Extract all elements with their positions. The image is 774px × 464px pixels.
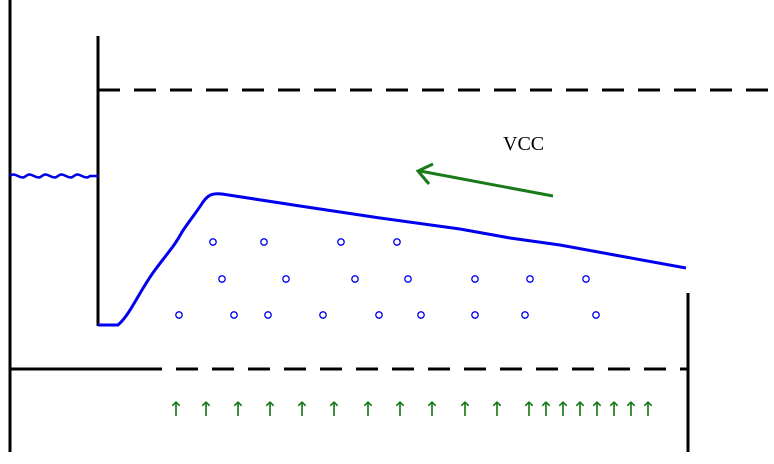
bubble-icon: [264, 311, 272, 319]
bubble-icon: [471, 311, 479, 319]
up-arrow-icon: ↑: [538, 397, 555, 421]
up-arrow-icon: ↑: [424, 397, 441, 421]
up-arrow-icon: ↑: [198, 397, 215, 421]
up-arrow-icon: ↑: [230, 397, 247, 421]
up-arrow-icon: ↑: [623, 397, 640, 421]
bubble-icon: [351, 275, 359, 283]
bubble-icon: [175, 311, 183, 319]
bubble-icon: [209, 238, 217, 246]
bubble-icon: [526, 275, 534, 283]
bubble-icon: [375, 311, 383, 319]
bubble-icon: [404, 275, 412, 283]
bubble-icon: [337, 238, 345, 246]
up-arrow-icon: ↑: [555, 397, 572, 421]
up-arrow-icon: ↑: [606, 397, 623, 421]
bubble-group: [175, 238, 600, 319]
up-arrow-icon: ↑: [326, 397, 343, 421]
up-arrow-icon: ↑: [521, 397, 538, 421]
vcc-label: VCC: [503, 133, 544, 155]
bubble-icon: [319, 311, 327, 319]
up-arrow-icon: ↑: [640, 397, 657, 421]
water-surface-wave-icon: [9, 173, 98, 179]
bubble-icon: [582, 275, 590, 283]
profile-curve: [98, 192, 687, 327]
upward-arrows-row: ↑ ↑ ↑ ↑ ↑ ↑ ↑ ↑ ↑ ↑ ↑ ↑ ↑ ↑ ↑ ↑ ↑ ↑ ↑: [168, 397, 657, 421]
up-arrow-icon: ↑: [168, 397, 185, 421]
left-arrow-icon: [415, 162, 554, 198]
bubble-icon: [471, 275, 479, 283]
bubble-icon: [393, 238, 401, 246]
up-arrow-icon: ↑: [262, 397, 279, 421]
bubble-icon: [521, 311, 529, 319]
up-arrow-icon: ↑: [589, 397, 606, 421]
bubble-icon: [417, 311, 425, 319]
up-arrow-icon: ↑: [294, 397, 311, 421]
bubble-icon: [218, 275, 226, 283]
up-arrow-icon: ↑: [489, 397, 506, 421]
bubble-icon: [230, 311, 238, 319]
up-arrow-icon: ↑: [392, 397, 409, 421]
bubble-icon: [282, 275, 290, 283]
up-arrow-icon: ↑: [457, 397, 474, 421]
up-arrow-icon: ↑: [572, 397, 589, 421]
up-arrow-icon: ↑: [360, 397, 377, 421]
bubble-icon: [260, 238, 268, 246]
bubble-icon: [592, 311, 600, 319]
